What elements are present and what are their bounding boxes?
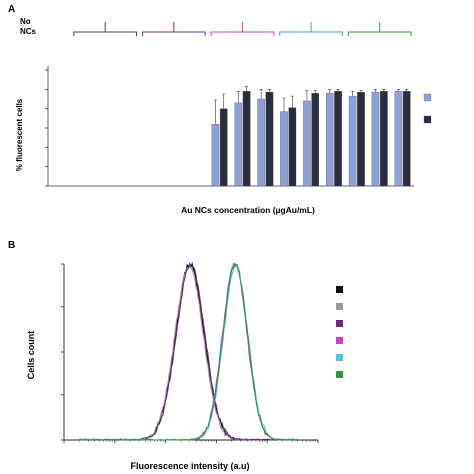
group-bracket <box>142 31 206 36</box>
bar-dmemc <box>380 91 388 187</box>
bar-dmem <box>257 98 265 187</box>
bar-dmemc <box>402 91 411 187</box>
histogram-curves <box>78 261 299 441</box>
curve-ausg-2arg <box>79 262 298 441</box>
legend <box>336 286 343 378</box>
bar-dmem <box>211 123 220 187</box>
legend-swatch-dmem <box>423 93 432 102</box>
x-axis-label: Au NCs concentration (µgAu/mL) <box>181 205 315 215</box>
bar-dmem <box>394 91 403 187</box>
curve-ausg <box>78 266 299 441</box>
legend <box>423 93 432 124</box>
y-axis-label: Cells count <box>26 331 36 380</box>
bar-dmemc <box>265 92 274 187</box>
x-axis-label: Fluorescence intensity (a.u) <box>130 461 249 471</box>
y-axis-label: % fluorescent cells <box>15 98 24 171</box>
bar-dmem <box>234 102 243 187</box>
legend-swatch <box>336 354 343 361</box>
bar-dmem <box>303 100 311 187</box>
legend-swatch <box>336 371 343 378</box>
bar-dmemc <box>219 108 228 187</box>
legend-swatch <box>336 320 343 327</box>
bar-dmem <box>348 95 357 187</box>
group-label-no-ncs: NCs <box>20 27 37 36</box>
panel-b-label: B <box>8 240 15 251</box>
curve-ausg-3arg <box>79 262 298 441</box>
curve-ausg-1arg <box>79 262 299 441</box>
axes <box>61 263 319 443</box>
bar-series <box>211 86 411 187</box>
group-label-no-ncs: No <box>20 17 31 26</box>
group-bracket <box>73 31 137 36</box>
legend-swatch <box>336 303 343 310</box>
group-bracket <box>347 31 412 36</box>
curve-no-ncs <box>79 261 298 441</box>
group-bracket <box>210 31 275 36</box>
bar-dmemc <box>311 93 320 187</box>
legend-swatch <box>336 337 343 344</box>
bar-dmemc <box>334 91 342 187</box>
legend-swatch-dmemc <box>423 115 432 124</box>
bar-dmem <box>325 93 334 187</box>
panel-b-chart: Cells count Fluorescence intensity (a.u) <box>26 261 343 471</box>
panel-a-label: A <box>8 4 15 15</box>
bar-dmemc <box>242 91 251 187</box>
bar-dmem <box>280 111 288 187</box>
bar-dmemc <box>288 107 297 187</box>
group-bracket <box>279 31 343 36</box>
bar-dmemc <box>357 92 365 187</box>
curve-ausg-sg-3arg <box>79 265 298 441</box>
bar-dmem <box>371 92 380 187</box>
legend-swatch <box>336 286 343 293</box>
